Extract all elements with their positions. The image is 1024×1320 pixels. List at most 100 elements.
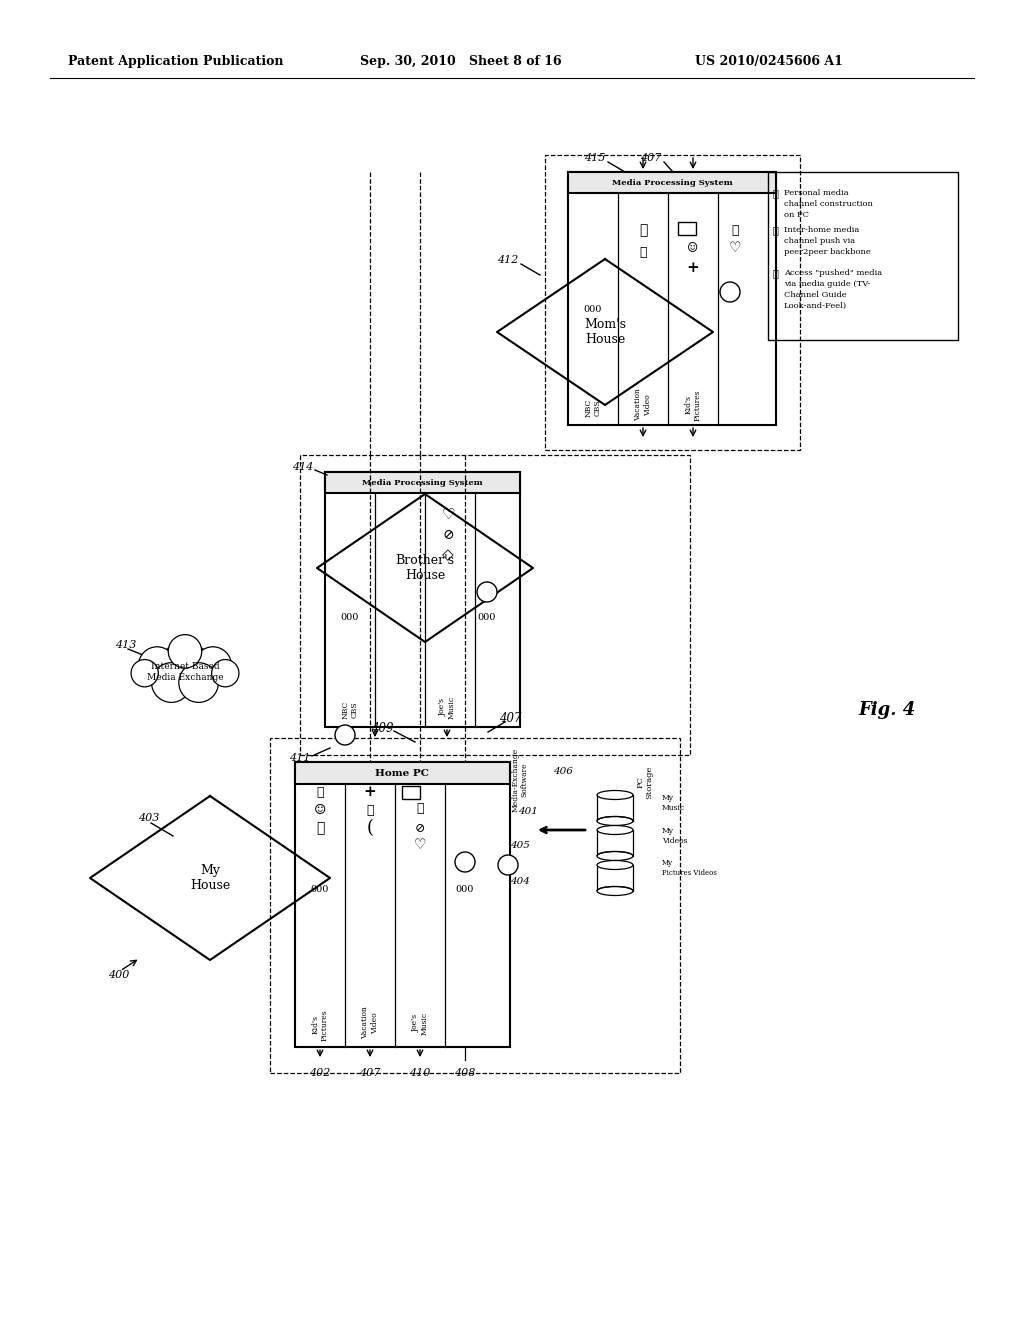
Text: 406: 406 <box>553 767 573 776</box>
Text: ★: ★ <box>639 246 647 259</box>
Circle shape <box>168 635 202 668</box>
Circle shape <box>131 660 159 686</box>
Text: Home PC: Home PC <box>375 768 429 777</box>
Bar <box>678 222 696 235</box>
Text: Media Processing System: Media Processing System <box>611 180 732 187</box>
Text: 409: 409 <box>371 722 393 734</box>
Text: on PC: on PC <box>784 211 809 219</box>
Text: ★: ★ <box>316 785 324 799</box>
Text: peer2peer backbone: peer2peer backbone <box>784 248 870 256</box>
Ellipse shape <box>597 791 633 800</box>
Text: 404: 404 <box>510 878 530 887</box>
Bar <box>568 172 776 425</box>
Bar <box>597 830 633 855</box>
Text: 408: 408 <box>455 1068 476 1078</box>
Ellipse shape <box>597 851 633 861</box>
Bar <box>270 738 680 1073</box>
Text: +: + <box>687 261 699 275</box>
Text: PC
Storage: PC Storage <box>636 766 653 799</box>
Text: Personal media: Personal media <box>784 189 849 197</box>
Text: 000: 000 <box>478 614 497 623</box>
Text: ♡: ♡ <box>414 838 426 851</box>
Text: 401: 401 <box>518 808 538 817</box>
Text: US 2010/0245606 A1: US 2010/0245606 A1 <box>695 55 843 69</box>
Text: ⌣: ⌣ <box>416 801 424 814</box>
Text: My
Music: My Music <box>662 795 685 812</box>
Text: ◇: ◇ <box>442 548 454 562</box>
Bar <box>568 172 776 193</box>
Text: NBC
CBS: NBC CBS <box>341 701 358 719</box>
Text: 407: 407 <box>640 153 662 162</box>
Text: +: + <box>364 785 377 799</box>
Bar <box>300 455 690 755</box>
Text: 403: 403 <box>138 813 160 822</box>
Bar <box>325 473 520 492</box>
Text: 000: 000 <box>456 886 474 895</box>
Text: 2: 2 <box>341 730 349 741</box>
Text: 000: 000 <box>341 614 359 623</box>
Text: (: ( <box>367 818 374 837</box>
Circle shape <box>720 282 740 302</box>
Text: 400: 400 <box>108 970 129 979</box>
Text: Fig. 4: Fig. 4 <box>858 701 915 719</box>
Text: Vacation
Video: Vacation Video <box>361 1007 379 1039</box>
Text: ⊘: ⊘ <box>442 528 454 543</box>
Text: channel push via: channel push via <box>784 238 855 246</box>
Circle shape <box>455 851 475 873</box>
Circle shape <box>498 855 518 875</box>
Text: Channel Guide: Channel Guide <box>784 290 847 300</box>
Circle shape <box>152 663 191 702</box>
Circle shape <box>179 663 218 702</box>
Bar <box>597 865 633 891</box>
Text: 407: 407 <box>359 1068 381 1078</box>
Text: My
Videos: My Videos <box>662 828 687 845</box>
Text: ⊘: ⊘ <box>415 821 425 834</box>
Bar <box>325 473 520 727</box>
Text: 410: 410 <box>410 1068 431 1078</box>
Bar <box>402 785 420 799</box>
Text: 415: 415 <box>585 153 605 162</box>
Text: ♡: ♡ <box>441 508 455 521</box>
Bar <box>768 172 958 341</box>
Text: ⌣: ⌣ <box>731 223 738 236</box>
Text: Media Processing System: Media Processing System <box>361 479 482 487</box>
Text: 3: 3 <box>462 858 469 866</box>
Text: Kid's
Pictures: Kid's Pictures <box>684 389 701 421</box>
Text: Internet Based
Media Exchange: Internet Based Media Exchange <box>146 663 223 681</box>
Text: ☺: ☺ <box>313 803 327 817</box>
Text: Mom's
House: Mom's House <box>584 318 626 346</box>
Text: channel construction: channel construction <box>784 201 872 209</box>
Text: My
House: My House <box>189 865 230 892</box>
Text: ③: ③ <box>773 269 779 279</box>
Text: Joe's
Music: Joe's Music <box>438 696 456 718</box>
Text: Access "pushed" media: Access "pushed" media <box>784 269 882 277</box>
Bar <box>597 795 633 821</box>
Circle shape <box>212 660 239 686</box>
Ellipse shape <box>597 817 633 825</box>
Text: Sep. 30, 2010   Sheet 8 of 16: Sep. 30, 2010 Sheet 8 of 16 <box>360 55 561 69</box>
Text: Brother's
House: Brother's House <box>395 554 455 582</box>
Text: Media-Exchange
Software: Media-Exchange Software <box>511 748 528 812</box>
Text: 413: 413 <box>115 640 136 649</box>
Text: 402: 402 <box>309 1068 331 1078</box>
Bar <box>295 762 510 1047</box>
Text: ⌣: ⌣ <box>367 804 374 817</box>
Text: Patent Application Publication: Patent Application Publication <box>68 55 284 69</box>
Circle shape <box>138 647 176 684</box>
Ellipse shape <box>597 887 633 895</box>
Text: ♡: ♡ <box>729 242 741 255</box>
Text: ①: ① <box>773 189 779 198</box>
Text: Vacation
Video: Vacation Video <box>635 388 651 421</box>
Text: Look-and-Feel): Look-and-Feel) <box>784 302 847 310</box>
Text: 411: 411 <box>290 752 310 763</box>
Text: 000: 000 <box>311 886 329 895</box>
Bar <box>545 154 800 450</box>
Text: 412: 412 <box>498 255 519 265</box>
Circle shape <box>195 647 231 684</box>
Circle shape <box>335 725 355 744</box>
Text: 3: 3 <box>726 288 733 297</box>
Text: 405: 405 <box>510 841 530 850</box>
Text: ②: ② <box>773 226 779 235</box>
Text: NBC
CBS: NBC CBS <box>585 399 602 417</box>
Text: 407: 407 <box>499 711 521 725</box>
